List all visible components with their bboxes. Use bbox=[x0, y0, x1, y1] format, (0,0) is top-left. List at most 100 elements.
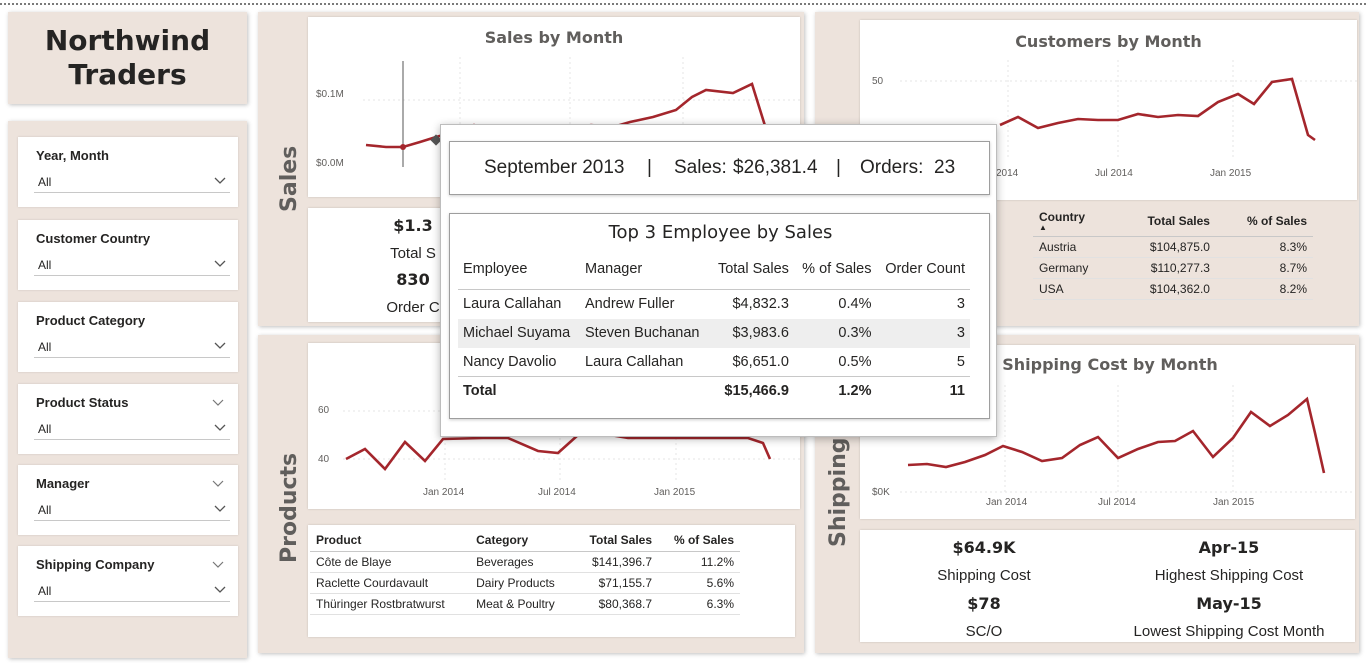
y-tick-label: 50 bbox=[872, 76, 884, 87]
customers-series-line bbox=[999, 77, 1316, 142]
shipping-series-line bbox=[907, 396, 1326, 474]
x-tick-label: Jan 2015 bbox=[1210, 168, 1252, 179]
slicer-dropdown[interactable]: All bbox=[34, 580, 230, 602]
tooltip-orders-label: Orders: bbox=[860, 157, 924, 178]
slicer-year-month[interactable]: Year, Month All bbox=[18, 137, 238, 207]
y-tick-label: $0K bbox=[872, 487, 890, 498]
kpi-highest-shipping-cost: Apr-15 Highest Shipping Cost bbox=[1114, 538, 1344, 584]
kpi-lowest-shipping-cost-month: May-15 Lowest Shipping Cost Month bbox=[1114, 594, 1344, 640]
shipping-kpi-card: $64.9K Shipping Cost Apr-15 Highest Ship… bbox=[860, 530, 1355, 642]
products-series-line bbox=[345, 431, 772, 471]
table-row[interactable]: Raclette Courdavault Dairy Products $71,15… bbox=[310, 572, 740, 594]
column-header: Employee bbox=[458, 254, 581, 290]
sales-section-label: Sales bbox=[277, 145, 302, 212]
chevron-down-icon bbox=[214, 260, 226, 267]
collapse-chevron-icon[interactable] bbox=[212, 558, 224, 570]
chevron-down-icon bbox=[214, 505, 226, 512]
slicer-dropdown[interactable]: All bbox=[34, 254, 230, 276]
top-employee-table: Employee Manager Total Sales % of Sales … bbox=[458, 254, 970, 406]
top-dotted-border bbox=[0, 3, 1366, 5]
kpi-label: Order C bbox=[386, 299, 440, 316]
tooltip-summary: September 2013 | Sales: $26,381.4 | Orde… bbox=[449, 141, 990, 195]
table-row[interactable]: USA $104,362.0 8.2% bbox=[1033, 278, 1313, 300]
products-table-card: Product Category Total Sales % of Sales … bbox=[308, 525, 795, 637]
y-tick-label: $0.1M bbox=[316, 89, 344, 100]
y-tick-label: $0.0M bbox=[316, 158, 344, 169]
kpi-value: $78 bbox=[967, 594, 1001, 613]
kpi-value: $64.9K bbox=[952, 538, 1016, 557]
slicer-dropdown[interactable]: All bbox=[34, 336, 230, 358]
tooltip-sales-label: Sales: bbox=[674, 157, 727, 178]
app-title-line2: Traders bbox=[68, 58, 187, 91]
column-header: % of Sales bbox=[793, 254, 877, 290]
slicer-label: Manager bbox=[36, 476, 90, 491]
kpi-total-sales: $1.3 Total S bbox=[313, 216, 513, 262]
kpi-value: 830 bbox=[396, 270, 430, 289]
column-header[interactable]: Total Sales bbox=[573, 529, 659, 552]
title-panel: Northwind Traders bbox=[8, 12, 247, 104]
y-tick-label: 60 bbox=[318, 405, 330, 416]
chart-title: Sales by Month bbox=[484, 28, 624, 47]
products-section-label: Products bbox=[277, 452, 302, 563]
slicer-label: Year, Month bbox=[36, 148, 109, 163]
kpi-label: Lowest Shipping Cost Month bbox=[1133, 623, 1325, 640]
kpi-value: $1.3 bbox=[393, 216, 433, 235]
kpi-sc-per-order: $78 SC/O bbox=[869, 594, 1099, 640]
product-table: Product Category Total Sales % of Sales … bbox=[310, 529, 740, 615]
slicer-label: Product Status bbox=[36, 395, 129, 410]
slicer-dropdown[interactable]: All bbox=[34, 499, 230, 521]
slicer-value: All bbox=[38, 340, 52, 354]
collapse-chevron-icon[interactable] bbox=[212, 396, 224, 408]
kpi-value: May-15 bbox=[1196, 594, 1262, 613]
collapse-chevron-icon[interactable] bbox=[212, 477, 224, 489]
slicer-customer-country[interactable]: Customer Country All bbox=[18, 220, 238, 290]
x-tick-label: Jul 2014 bbox=[1098, 497, 1136, 508]
slicer-dropdown[interactable]: All bbox=[34, 418, 230, 440]
chevron-down-icon bbox=[214, 342, 226, 349]
x-tick-label: Jul 2014 bbox=[1095, 168, 1133, 179]
slicer-shipping-company[interactable]: Shipping Company All bbox=[18, 546, 238, 616]
table-row[interactable]: Germany $110,277.3 8.7% bbox=[1033, 257, 1313, 279]
tooltip-orders-value: 23 bbox=[934, 157, 956, 178]
filter-panel: Year, Month All Customer Country All Pro… bbox=[8, 121, 247, 658]
slicer-product-status[interactable]: Product Status All bbox=[18, 384, 238, 454]
column-header: Manager bbox=[580, 254, 710, 290]
slicer-value: All bbox=[38, 422, 52, 436]
sort-ascending-icon[interactable]: ▲ bbox=[1039, 223, 1047, 232]
tooltip-separator: | bbox=[647, 157, 652, 178]
tooltip-sales-value: $26,381.4 bbox=[733, 157, 818, 178]
hover-point bbox=[400, 144, 406, 150]
shipping-section-label: Shipping bbox=[826, 437, 851, 548]
slicer-value: All bbox=[38, 175, 52, 189]
slicer-label: Product Category bbox=[36, 313, 146, 328]
slicer-manager[interactable]: Manager All bbox=[18, 465, 238, 535]
x-tick-label: Jan 2014 bbox=[986, 497, 1028, 508]
x-tick-label: Jul 2014 bbox=[538, 487, 576, 498]
column-header[interactable]: Total Sales bbox=[1115, 206, 1216, 237]
tooltip-month: September 2013 bbox=[484, 157, 625, 178]
chart-title: Customers by Month bbox=[1015, 32, 1202, 51]
tooltip-separator: | bbox=[836, 157, 841, 178]
kpi-label: Total S bbox=[390, 245, 436, 262]
column-header[interactable]: % of Sales bbox=[658, 529, 740, 552]
x-tick-label: 2014 bbox=[996, 168, 1019, 179]
top-employee-table-card: Top 3 Employee by Sales Employee Manager… bbox=[449, 213, 990, 419]
column-header[interactable]: Category bbox=[470, 529, 574, 552]
column-header[interactable]: Product bbox=[310, 529, 471, 552]
slicer-product-category[interactable]: Product Category All bbox=[18, 302, 238, 372]
table-row[interactable]: Côte de Blaye Beverages $141,396.7 11.2% bbox=[310, 551, 740, 573]
table-row[interactable]: Austria $104,875.0 8.3% bbox=[1033, 236, 1313, 258]
chart-title: Shipping Cost by Month bbox=[1002, 355, 1218, 374]
column-header[interactable]: Country ▲ bbox=[1033, 206, 1116, 237]
kpi-value: Apr-15 bbox=[1198, 538, 1260, 557]
slicer-value: All bbox=[38, 584, 52, 598]
total-row: Total $15,466.9 1.2% 11 bbox=[458, 376, 970, 406]
customers-line-plot bbox=[900, 60, 1357, 160]
column-header[interactable]: % of Sales bbox=[1215, 206, 1313, 237]
chevron-down-icon bbox=[214, 586, 226, 593]
slicer-label: Customer Country bbox=[36, 231, 151, 246]
table-row[interactable]: Thüringer Rostbratwurst Meat & Poultry $80… bbox=[310, 593, 740, 615]
slicer-dropdown[interactable]: All bbox=[34, 171, 230, 193]
table-row: Laura Callahan Andrew Fuller $4,832.3 0.4% 3 bbox=[463, 296, 965, 313]
table-row: Nancy Davolio Laura Callahan $6,651.0 0.5% 5 bbox=[463, 353, 965, 370]
